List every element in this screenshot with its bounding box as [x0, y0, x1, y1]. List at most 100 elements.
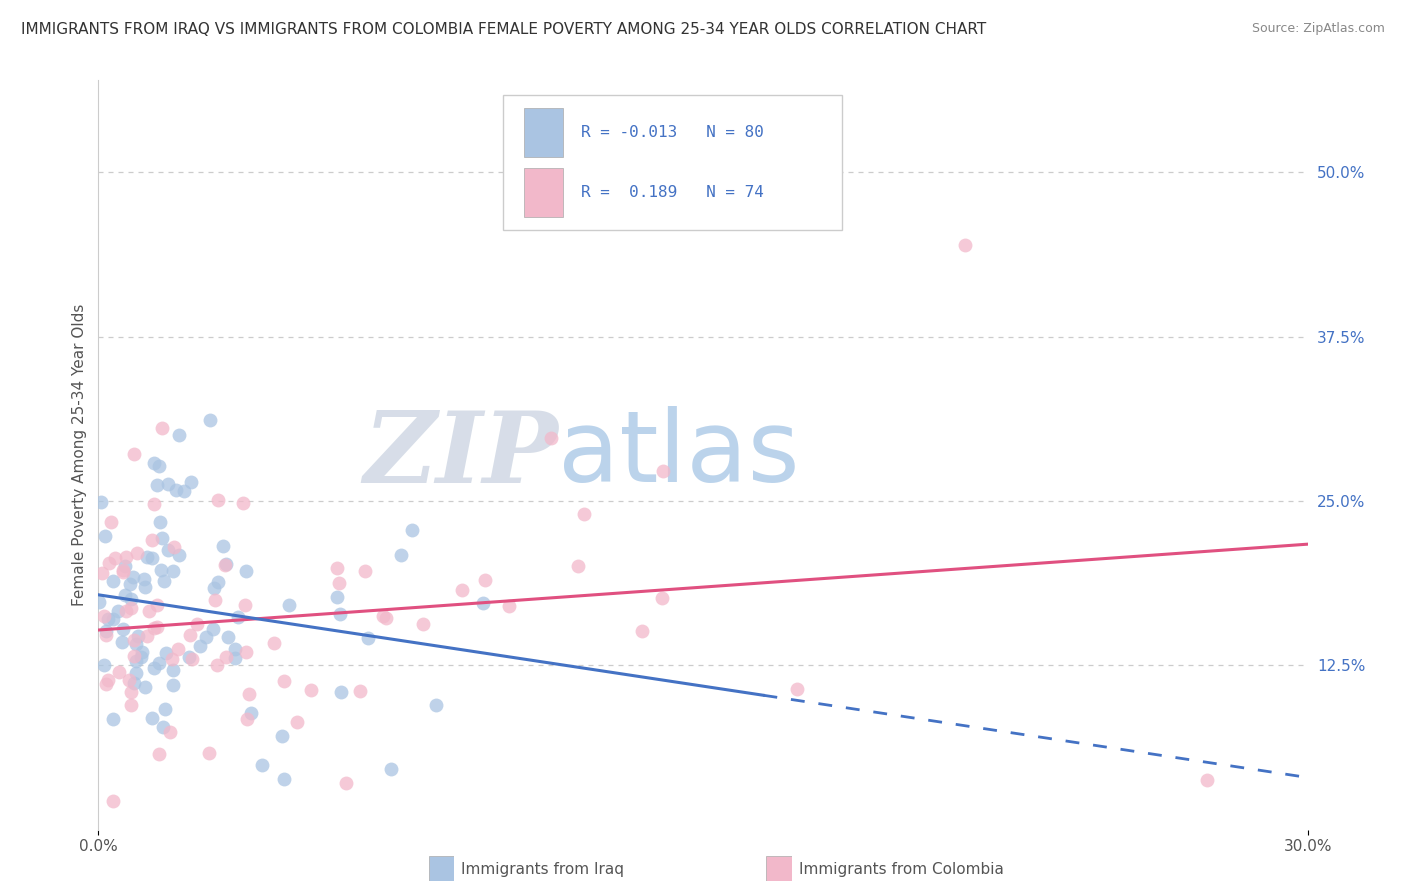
Point — [146, 620, 169, 634]
Point — [150, 421, 173, 435]
Text: ZIP: ZIP — [363, 407, 558, 503]
Point — [143, 456, 166, 470]
Point — [651, 591, 673, 606]
Point — [412, 617, 434, 632]
Point — [120, 685, 142, 699]
Point — [273, 772, 295, 787]
Point — [786, 681, 808, 696]
Point — [186, 616, 208, 631]
Text: Immigrants from Colombia: Immigrants from Colombia — [799, 863, 1004, 877]
Text: R = -0.013   N = 80: R = -0.013 N = 80 — [581, 125, 763, 140]
Point — [114, 588, 136, 602]
Point — [180, 475, 202, 489]
Point — [630, 624, 652, 639]
Point — [125, 546, 148, 560]
Y-axis label: Female Poverty Among 25-34 Year Olds: Female Poverty Among 25-34 Year Olds — [72, 304, 87, 606]
Point — [145, 477, 167, 491]
Point — [167, 548, 190, 562]
Point — [205, 657, 228, 672]
Point — [134, 680, 156, 694]
Point — [152, 720, 174, 734]
Point — [148, 458, 170, 473]
Point — [401, 523, 423, 537]
Point — [162, 564, 184, 578]
Point — [328, 576, 350, 591]
Text: Source: ZipAtlas.com: Source: ZipAtlas.com — [1251, 22, 1385, 36]
Point — [326, 590, 349, 604]
Point — [134, 580, 156, 594]
Point — [326, 561, 349, 575]
Point — [270, 729, 292, 743]
Point — [141, 533, 163, 547]
Point — [215, 650, 238, 665]
Point — [141, 711, 163, 725]
Point — [1195, 772, 1218, 787]
Point — [263, 636, 285, 650]
Point — [181, 652, 204, 666]
Point — [224, 642, 246, 657]
Point — [202, 582, 225, 596]
Point — [198, 412, 221, 426]
Point — [235, 564, 257, 578]
Point — [142, 661, 165, 675]
Point — [299, 683, 322, 698]
Point — [150, 532, 173, 546]
Point — [329, 607, 352, 621]
Point — [101, 612, 124, 626]
Point — [540, 431, 562, 445]
Point — [108, 665, 131, 679]
Point — [94, 624, 117, 638]
Point — [252, 757, 274, 772]
Point — [207, 574, 229, 589]
Point — [120, 592, 142, 607]
Point — [120, 698, 142, 713]
Point — [146, 598, 169, 612]
Point — [159, 725, 181, 739]
Text: atlas: atlas — [558, 407, 800, 503]
Point — [90, 566, 112, 580]
Point — [371, 608, 394, 623]
FancyBboxPatch shape — [524, 109, 562, 157]
Point — [953, 237, 976, 252]
Point — [103, 794, 125, 808]
Point — [474, 574, 496, 588]
Point — [162, 663, 184, 677]
Point — [94, 628, 117, 642]
Point — [226, 610, 249, 624]
Point — [163, 540, 186, 554]
Point — [150, 563, 173, 577]
Text: R =  0.189   N = 74: R = 0.189 N = 74 — [581, 186, 763, 200]
Point — [567, 558, 589, 573]
Point — [212, 539, 235, 553]
Point — [232, 496, 254, 510]
Point — [103, 712, 125, 726]
Point — [277, 598, 299, 612]
Point — [389, 549, 412, 563]
Point — [450, 583, 472, 598]
Point — [166, 642, 188, 657]
Point — [122, 447, 145, 461]
Point — [94, 529, 117, 543]
Point — [120, 600, 142, 615]
Point — [107, 604, 129, 618]
Point — [135, 549, 157, 564]
Point — [425, 698, 447, 712]
Point — [652, 464, 675, 478]
Point — [122, 632, 145, 647]
Point — [471, 596, 494, 610]
Point — [125, 654, 148, 668]
Text: IMMIGRANTS FROM IRAQ VS IMMIGRANTS FROM COLOMBIA FEMALE POVERTY AMONG 25-34 YEAR: IMMIGRANTS FROM IRAQ VS IMMIGRANTS FROM … — [21, 22, 987, 37]
Point — [233, 598, 256, 612]
Point — [235, 712, 257, 726]
Point — [329, 684, 352, 698]
Point — [177, 650, 200, 665]
Point — [148, 656, 170, 670]
Point — [335, 776, 357, 790]
Point — [97, 612, 120, 626]
Point — [357, 632, 380, 646]
Point — [157, 542, 180, 557]
Point — [114, 558, 136, 573]
Point — [117, 673, 139, 688]
Point — [204, 592, 226, 607]
Point — [98, 556, 121, 570]
